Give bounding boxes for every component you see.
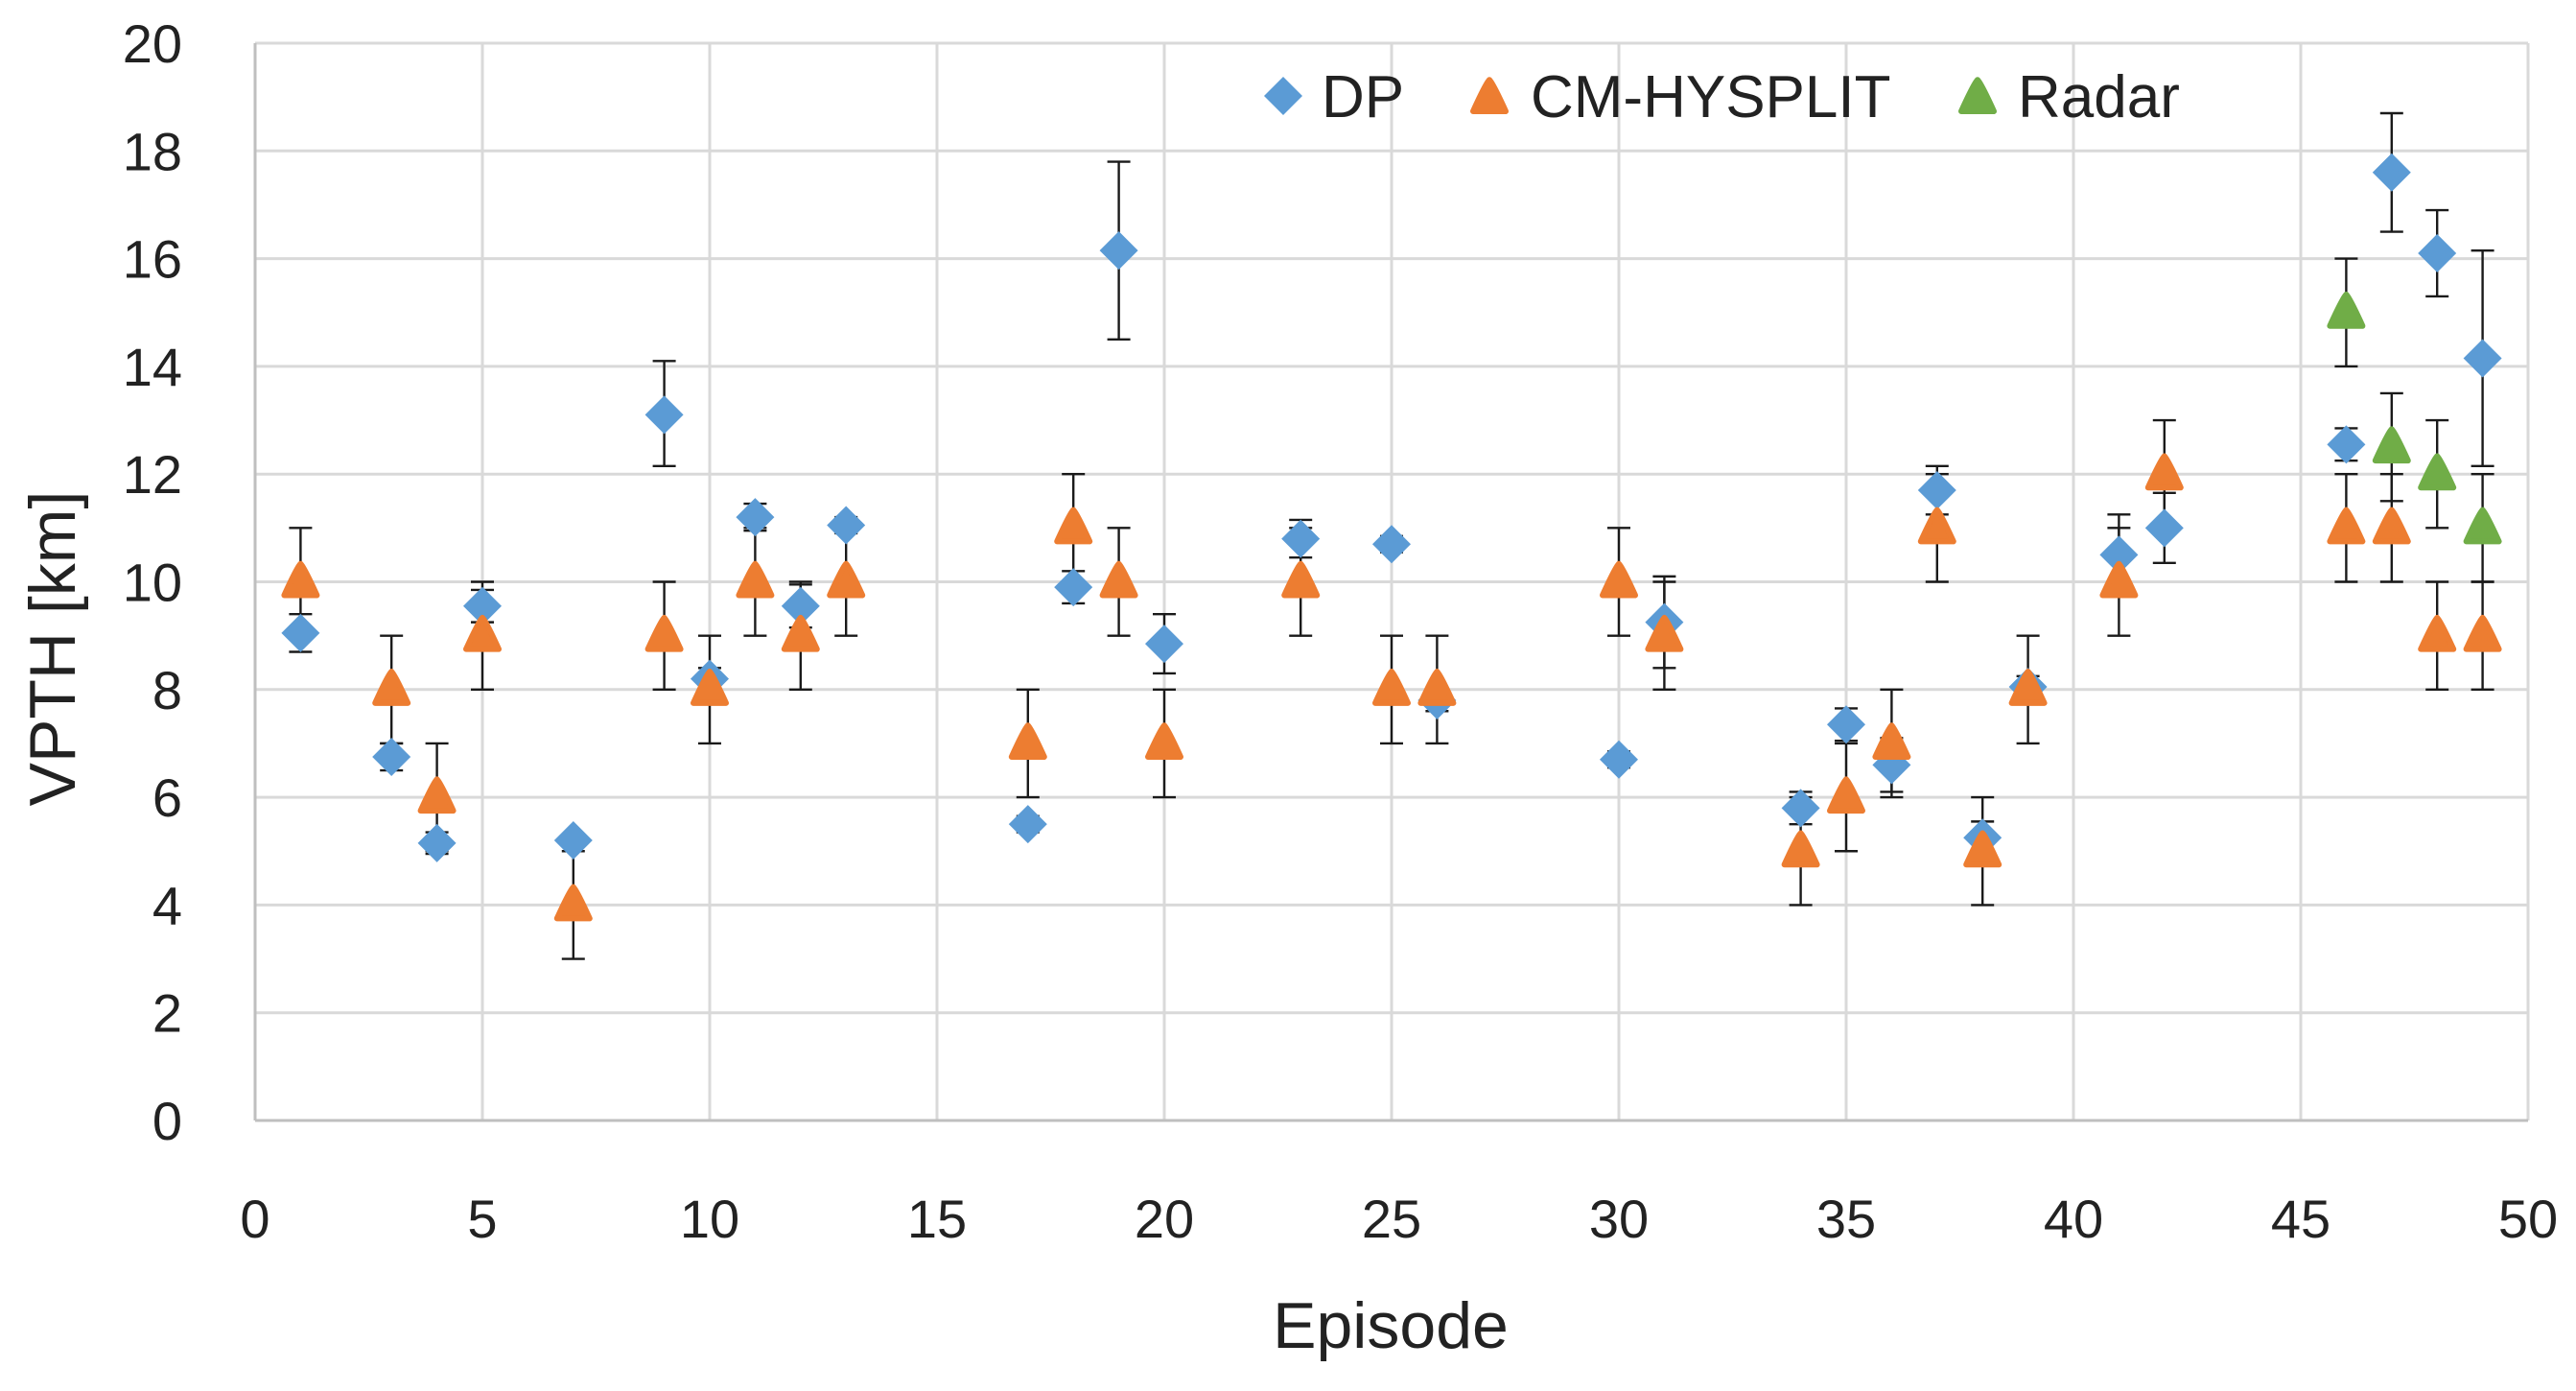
x-tick-label: 0: [240, 1189, 269, 1249]
data-markers: [281, 153, 2502, 922]
y-tick-label: 18: [123, 121, 182, 181]
y-tick-label: 10: [123, 553, 182, 613]
axes: 0 2 4 6 8 10 12 14 16 18 20 0 5 10 15 20 25 30 35 40 45 50: [123, 13, 2558, 1249]
cm-hysplit-point: [1099, 560, 1138, 599]
cm-hysplit-point: [1781, 830, 1820, 868]
cm-hysplit-point: [2008, 669, 2048, 706]
dp-point: [2372, 153, 2411, 192]
cm-hysplit-point: [1372, 669, 1411, 706]
dp-point: [781, 586, 820, 625]
y-tick-label: 2: [152, 983, 182, 1044]
cm-hysplit-point: [1645, 614, 1684, 652]
x-tick-label: 25: [1362, 1189, 1421, 1249]
dp-point: [1054, 568, 1093, 607]
dp-point: [2144, 508, 2184, 548]
dp-point: [1281, 519, 1321, 558]
legend-item-cm-hysplit: CM-HYSPLIT: [1470, 64, 1890, 130]
cm-hysplit-point: [827, 560, 866, 599]
cm-hysplit-point: [463, 614, 502, 652]
legend-marker-cm-hysplit: [1470, 77, 1509, 115]
radar-point: [2418, 453, 2457, 491]
y-tick-label: 8: [152, 660, 182, 720]
cm-hysplit-point: [1417, 669, 1457, 706]
x-tick-label: 45: [2271, 1189, 2330, 1249]
cm-hysplit-point: [736, 560, 775, 599]
cm-hysplit-point: [2327, 507, 2366, 545]
y-tick-label: 14: [123, 337, 182, 397]
cm-hysplit-point: [2144, 453, 2184, 491]
y-axis-title: VPTH [km]: [16, 491, 89, 807]
legend: DP CM-HYSPLIT Radar: [1264, 64, 2180, 130]
dp-point: [1917, 471, 1956, 510]
x-axis-title: Episode: [1273, 1289, 1509, 1362]
dp-point: [2327, 425, 2366, 464]
cm-hysplit-point: [2418, 614, 2457, 652]
dp-point: [417, 823, 457, 862]
legend-item-radar: Radar: [1958, 64, 2180, 130]
dp-point: [1145, 625, 1183, 664]
radar-point: [2327, 292, 2366, 329]
cm-hysplit-point: [2372, 507, 2411, 545]
cm-hysplit-point: [281, 560, 320, 599]
cm-hysplit-point: [1145, 722, 1183, 760]
legend-label-radar: Radar: [2018, 64, 2180, 130]
dp-point: [827, 506, 866, 545]
cm-hysplit-point: [1008, 722, 1047, 760]
dp-point: [1781, 789, 1820, 828]
cm-hysplit-point: [1917, 507, 1956, 545]
x-tick-label: 30: [1589, 1189, 1649, 1249]
cm-hysplit-point: [1281, 560, 1321, 599]
x-tick-label: 50: [2498, 1189, 2558, 1249]
x-tick-label: 15: [907, 1189, 967, 1249]
legend-item-dp: DP: [1264, 64, 1404, 130]
cm-hysplit-point: [1872, 722, 1911, 760]
cm-hysplit-point: [2463, 614, 2502, 652]
y-tick-label: 4: [152, 875, 182, 935]
cm-hysplit-point: [372, 669, 411, 706]
x-tick-label: 35: [1816, 1189, 1876, 1249]
cm-hysplit-point: [553, 884, 593, 922]
cm-hysplit-point: [644, 614, 684, 652]
y-tick-label: 20: [123, 13, 182, 74]
dp-point: [463, 586, 502, 625]
dp-point: [1600, 740, 1638, 779]
x-tick-label: 5: [467, 1189, 497, 1249]
cm-hysplit-point: [1827, 776, 1865, 814]
dp-point: [1099, 231, 1138, 271]
cm-hysplit-point: [1963, 830, 2002, 868]
grid: [255, 41, 2530, 1120]
dp-point: [1008, 805, 1047, 844]
x-tick-label: 10: [680, 1189, 739, 1249]
cm-hysplit-point: [691, 669, 729, 706]
dp-point: [372, 737, 411, 776]
dp-point: [2418, 233, 2457, 272]
dp-point: [553, 821, 593, 861]
dp-point: [2099, 535, 2139, 575]
legend-marker-radar: [1958, 77, 1997, 115]
x-tick-label: 40: [2044, 1189, 2103, 1249]
y-tick-label: 6: [152, 767, 182, 828]
dp-point: [644, 395, 684, 435]
cm-hysplit-point: [1054, 507, 1093, 545]
dp-point: [1372, 525, 1411, 564]
cm-hysplit-point: [1600, 560, 1638, 599]
dp-point: [1827, 705, 1865, 744]
cm-hysplit-point: [417, 776, 457, 814]
y-tick-label: 12: [123, 444, 182, 505]
legend-label-dp: DP: [1322, 64, 1404, 130]
cm-hysplit-point: [2099, 560, 2139, 599]
legend-marker-dp: [1264, 77, 1302, 115]
legend-label-cm-hysplit: CM-HYSPLIT: [1531, 64, 1890, 130]
dp-point: [736, 498, 775, 537]
radar-point: [2463, 507, 2502, 545]
cm-hysplit-point: [781, 614, 820, 652]
radar-point: [2372, 426, 2411, 464]
y-tick-label: 16: [123, 229, 182, 290]
x-tick-label: 20: [1135, 1189, 1194, 1249]
y-tick-label: 0: [152, 1091, 182, 1151]
dp-point: [281, 613, 320, 652]
dp-point: [2463, 339, 2502, 378]
